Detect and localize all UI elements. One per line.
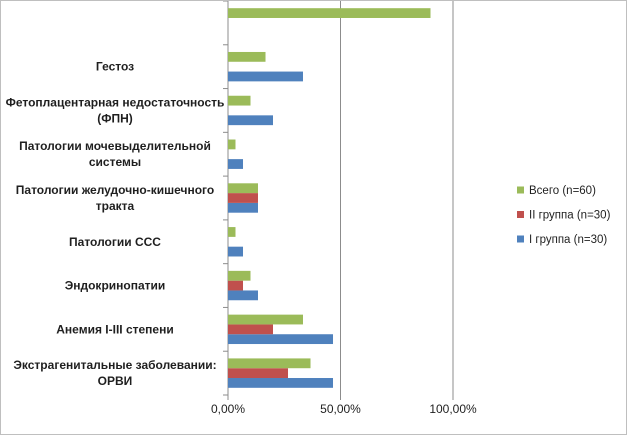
bar-series2-cat3 <box>228 227 236 237</box>
bar-series0-cat6 <box>228 115 273 126</box>
category-label: Патологии ССС <box>69 235 161 249</box>
category-label: Эндокринопатии <box>65 279 166 293</box>
bar-series0-cat4 <box>228 202 258 213</box>
legend-swatch <box>517 211 524 218</box>
legend-swatch <box>517 235 524 243</box>
category-label: Фетоплацентарная недостаточность <box>6 95 225 109</box>
legend-swatch <box>517 186 524 194</box>
category-label: ОРВИ <box>98 374 133 388</box>
category-label: Патологии желудочно-кишечного <box>16 183 214 197</box>
bar-series1-cat1 <box>228 324 273 335</box>
bar-series2-cat8 <box>228 8 431 18</box>
bar-series0-cat1 <box>228 334 334 345</box>
category-label: Патологии мочевыделительной <box>19 139 211 153</box>
bar-series0-cat0 <box>228 378 334 388</box>
x-tick-label: 100,00% <box>429 402 477 416</box>
category-label: Гестоз <box>96 60 134 74</box>
bar-series0-cat3 <box>228 246 244 257</box>
legend-label: I группа (n=30) <box>529 234 607 246</box>
bar-series0-cat7 <box>228 71 303 82</box>
bar-series1-cat0 <box>228 368 289 379</box>
bar-series1-cat2 <box>228 280 244 291</box>
bar-series2-cat0 <box>228 358 311 369</box>
bar-series1-cat4 <box>228 193 258 203</box>
category-label: системы <box>89 155 141 169</box>
bar-series2-cat6 <box>228 95 251 106</box>
bar-series2-cat4 <box>228 183 258 194</box>
category-label: тракта <box>96 199 135 213</box>
x-tick-label: 0,00% <box>211 402 245 416</box>
x-tick-label: 50,00% <box>320 402 361 416</box>
category-label: (ФПН) <box>97 111 133 125</box>
category-label: Анемия I-III степени <box>56 322 173 336</box>
bar-series0-cat2 <box>228 290 258 301</box>
bar-series2-cat1 <box>228 314 303 325</box>
bar-series0-cat5 <box>228 159 244 169</box>
category-label: Экстрагенитальные заболевании: <box>13 358 216 372</box>
bar-series2-cat7 <box>228 51 266 62</box>
bar-series2-cat2 <box>228 270 251 281</box>
bar-series2-cat5 <box>228 139 236 150</box>
legend-label: II группа (n=30) <box>529 210 611 222</box>
legend-label: Всего (n=60) <box>529 185 596 197</box>
